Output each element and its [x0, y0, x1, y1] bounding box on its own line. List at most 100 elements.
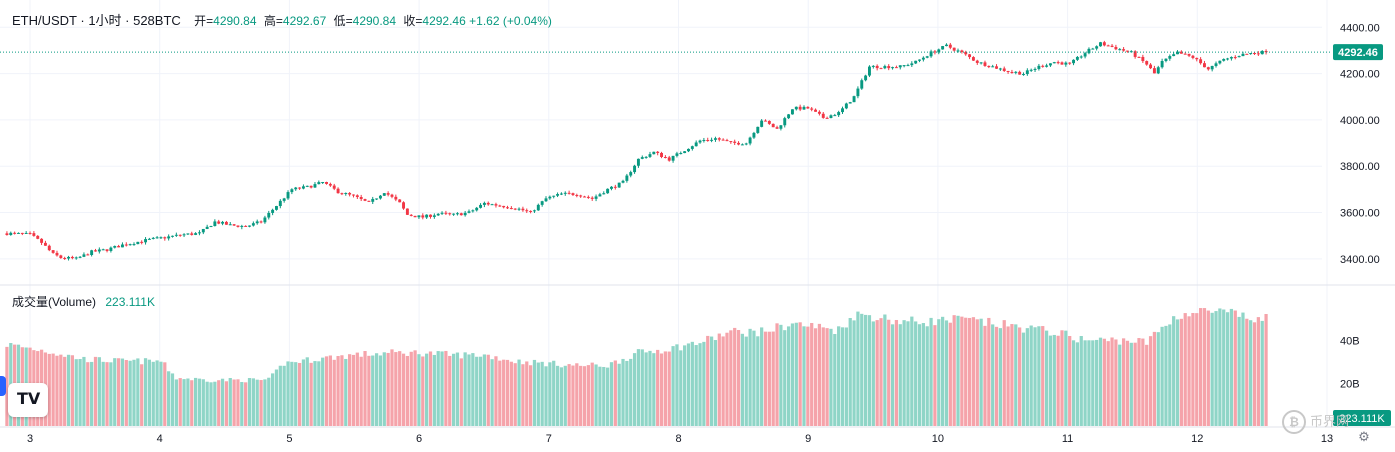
candle-body	[960, 50, 964, 52]
volume-bar	[328, 355, 332, 426]
settings-gear-icon[interactable]: ⚙	[1358, 429, 1370, 444]
volume-bar	[729, 330, 733, 426]
volume-bar	[490, 359, 494, 426]
candle-body	[548, 196, 552, 199]
volume-bar	[1206, 310, 1210, 426]
candle-body	[348, 192, 352, 195]
candle-body	[748, 137, 752, 144]
volume-bar	[1141, 338, 1145, 426]
close-label: 收=	[403, 14, 423, 28]
volume-bar	[1195, 313, 1199, 426]
volume-bar	[482, 354, 487, 426]
volume-bar	[109, 362, 113, 426]
volume-bar	[798, 322, 802, 426]
candle-body	[502, 205, 506, 208]
candle-body	[918, 59, 921, 61]
volume-bar	[810, 322, 814, 426]
volume-bar	[1064, 330, 1068, 426]
volume-bar	[51, 353, 55, 426]
volume-bar	[174, 379, 178, 426]
volume-bar	[544, 366, 548, 426]
volume-bar	[274, 369, 279, 426]
volume-bar	[1118, 344, 1122, 426]
candle-body	[498, 205, 502, 207]
volume-bar	[451, 353, 456, 426]
candle-body	[1226, 58, 1230, 60]
volume-bar	[979, 318, 983, 426]
volume-bar	[632, 353, 637, 426]
candle-body	[221, 221, 225, 224]
volume-bar	[702, 341, 706, 426]
candle-body	[814, 109, 818, 112]
volume-bar	[259, 380, 263, 426]
volume-bar	[686, 343, 691, 426]
candle-body	[1025, 70, 1029, 75]
time-axis[interactable]: 3 4 5 6 7 8 9 10 11 12 13	[27, 433, 1333, 445]
volume-bar	[448, 355, 452, 426]
volume-bar	[271, 373, 275, 426]
candle-body	[1253, 53, 1256, 55]
volume-bar	[837, 326, 841, 426]
volume-bar	[887, 319, 891, 426]
volume-label[interactable]: 成交量(Volume)	[12, 295, 97, 309]
candle-body	[417, 215, 421, 218]
close-value: 4292.46	[422, 14, 466, 28]
volume-bar	[806, 326, 810, 426]
volume-bar	[294, 362, 298, 426]
volume-bar	[848, 318, 852, 426]
candle-body	[217, 221, 221, 224]
volume-bar	[471, 353, 475, 426]
candle-body	[317, 182, 321, 185]
candle-body	[494, 204, 498, 206]
tradingview-logo[interactable]: TV	[8, 383, 48, 417]
volume-bar	[598, 366, 602, 426]
volume-bar	[748, 328, 752, 426]
candle-body	[409, 214, 413, 216]
volume-bar	[1164, 325, 1168, 426]
candle-body	[1229, 57, 1233, 59]
candle-body	[952, 47, 956, 51]
candle-body	[883, 66, 887, 69]
price-axis[interactable]: 3400.00 3600.00 3800.00 4000.00 4200.00 4400.…	[1340, 22, 1380, 266]
high-label: 高=	[263, 14, 283, 28]
volume-bar	[890, 324, 895, 426]
candle-body	[583, 196, 586, 198]
volume-bar	[413, 350, 417, 426]
volume-bar	[625, 360, 629, 426]
volume-bar	[964, 317, 968, 426]
symbol-title[interactable]: ETH/USDT · 1小时 · 528BTC	[12, 13, 181, 28]
volume-bar	[771, 331, 775, 426]
volume-bar	[898, 324, 902, 426]
candle-body	[290, 189, 294, 193]
candle-body	[979, 62, 983, 64]
candle-body	[787, 114, 791, 119]
candle-body	[640, 157, 644, 159]
volume-bar	[136, 358, 140, 426]
volume-bar	[409, 351, 413, 426]
sidebar-toggle[interactable]	[0, 376, 6, 396]
chart-header: ETH/USDT · 1小时 · 528BTC 开=4290.84 高=4292…	[12, 10, 552, 29]
volume-bar	[1137, 338, 1141, 426]
candle-body	[729, 141, 733, 143]
volume-bar	[232, 379, 236, 426]
volume-bar	[155, 360, 159, 426]
volume-bar	[1229, 308, 1234, 426]
volume-bar	[70, 355, 75, 426]
price-tick-label: 4400.00	[1340, 22, 1380, 34]
volume-bar	[783, 330, 787, 426]
price-tick-label: 3800.00	[1340, 161, 1380, 173]
volume-bar	[502, 359, 506, 426]
volume-bar	[336, 356, 340, 426]
candle-body	[413, 215, 417, 218]
candle-body	[760, 120, 764, 127]
candle-body	[733, 141, 737, 143]
volume-tag-bg	[1333, 410, 1391, 426]
candle-body	[1022, 74, 1025, 76]
candle-body	[571, 193, 575, 195]
candle-body	[1191, 55, 1195, 58]
candle-body	[1122, 49, 1126, 51]
candle-body	[13, 232, 17, 234]
candle-body	[998, 68, 1002, 70]
last-price-tag-text: 4292.46	[1338, 47, 1378, 59]
